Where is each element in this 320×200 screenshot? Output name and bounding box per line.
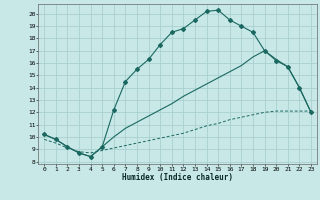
X-axis label: Humidex (Indice chaleur): Humidex (Indice chaleur)	[122, 173, 233, 182]
